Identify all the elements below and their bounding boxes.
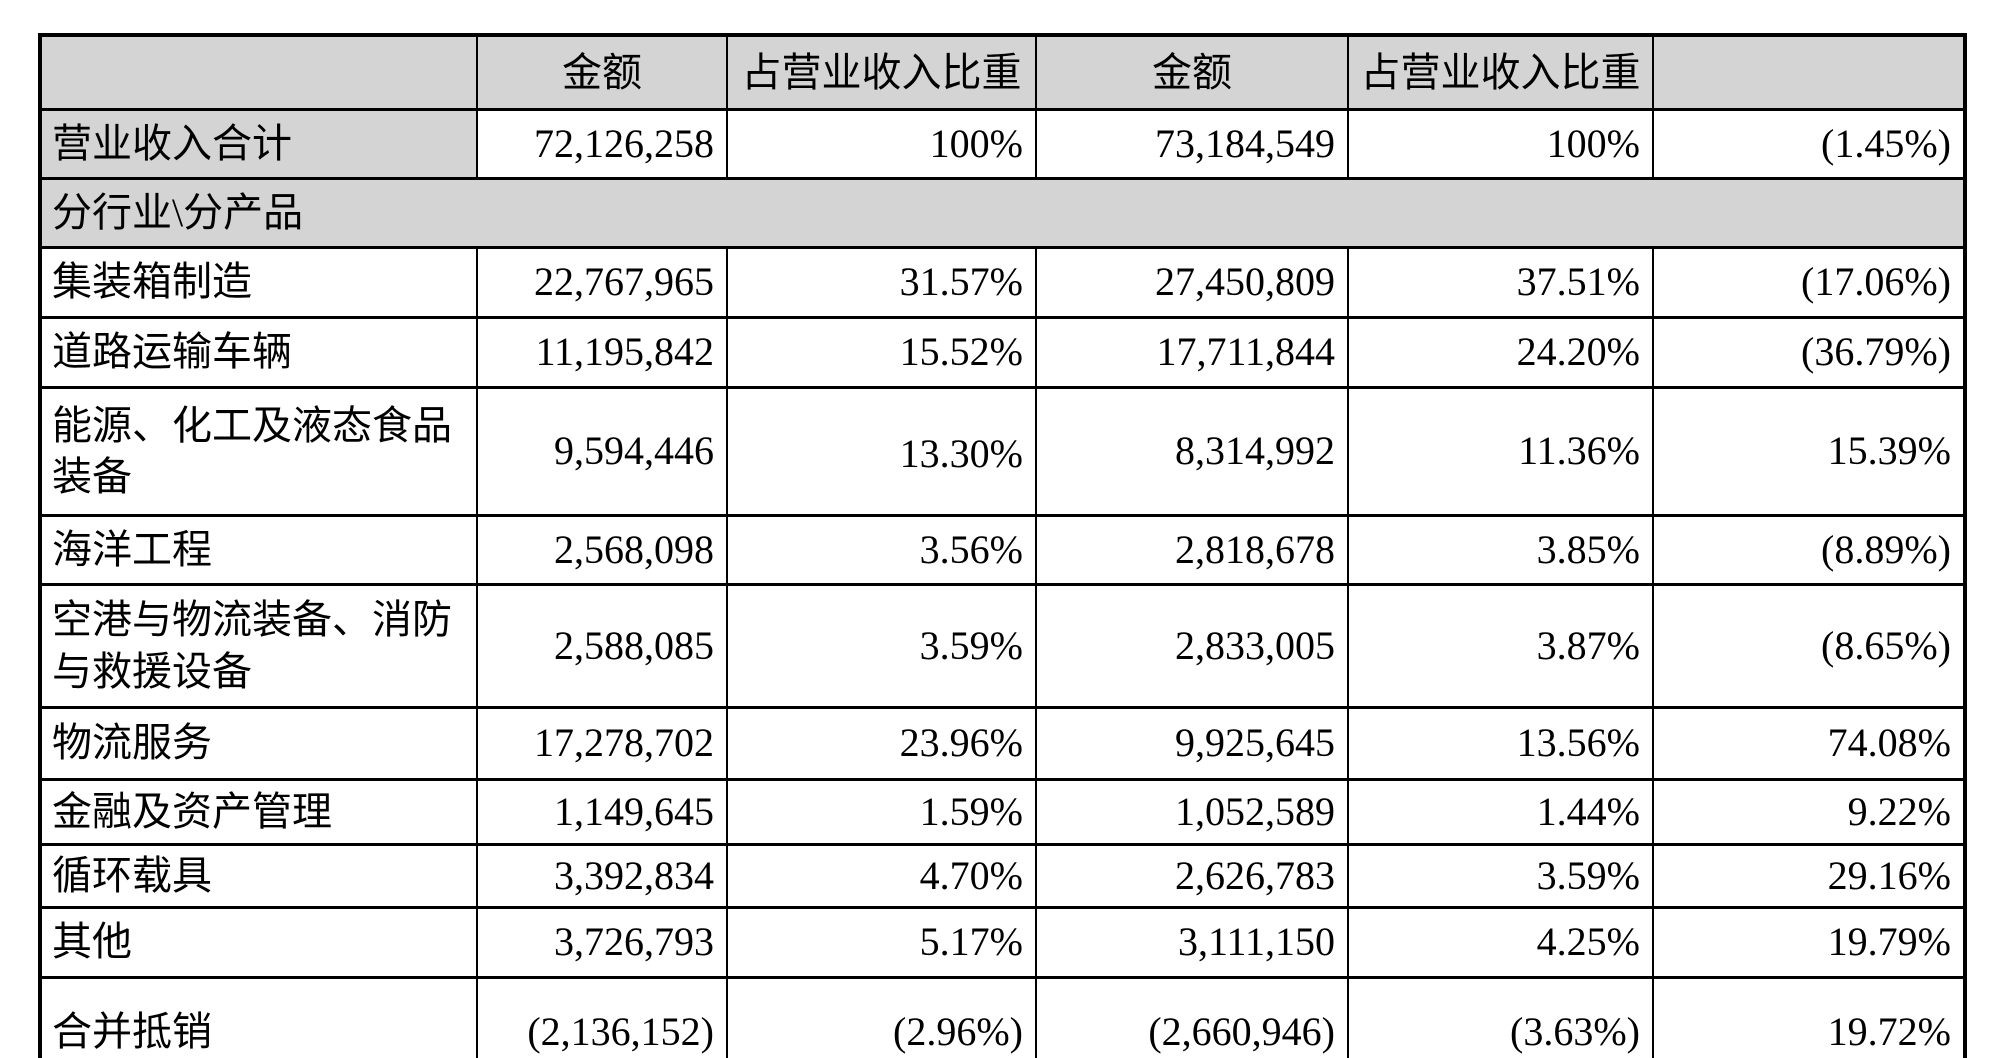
share-cell: 5.17% — [726, 905, 1037, 979]
amount-cell: 27,450,809 — [1035, 245, 1349, 319]
amount-cell: 9,925,645 — [1035, 705, 1349, 781]
total-revenue-row: 营业收入合计 72,126,258 100% 73,184,549 100% (… — [39, 107, 1966, 180]
amount-cell: 3,726,793 — [476, 905, 728, 979]
yoy-cell: (36.79%) — [1652, 315, 1966, 389]
yoy-cell: 9.22% — [1652, 777, 1966, 846]
table-row: 空港与物流装备、消防与救援设备 2,588,085 3.59% 2,833,00… — [39, 582, 1966, 709]
table-row: 其他 3,726,793 5.17% 3,111,150 4.25% 19.79… — [39, 905, 1966, 979]
row-label: 集装箱制造 — [39, 245, 478, 319]
row-label: 其他 — [39, 905, 478, 979]
share-cell: 13.56% — [1347, 705, 1654, 781]
revenue-breakdown-table: 金额 占营业收入比重 金额 占营业收入比重 营业收入合计 72,126,258 … — [38, 33, 1967, 1058]
share-cell: 23.96% — [726, 705, 1037, 781]
table-row: 道路运输车辆 11,195,842 15.52% 17,711,844 24.2… — [39, 315, 1966, 389]
share-cell: 15.52% — [726, 315, 1037, 389]
table-row: 循环载具 3,392,834 4.70% 2,626,783 3.59% 29.… — [39, 842, 1966, 909]
amount-cell: (2,660,946) — [1035, 975, 1349, 1058]
share-cell: 3.59% — [726, 582, 1037, 709]
column-header-blank-left — [39, 33, 478, 111]
table-row: 物流服务 17,278,702 23.96% 9,925,645 13.56% … — [39, 705, 1966, 781]
amount-cell: 3,111,150 — [1035, 905, 1349, 979]
amount-cell: 1,052,589 — [1035, 777, 1349, 846]
amount-cell: 8,314,992 — [1035, 385, 1349, 517]
column-header-share-1: 占营业收入比重 — [726, 33, 1037, 111]
row-label: 营业收入合计 — [39, 107, 478, 180]
table-row: 集装箱制造 22,767,965 31.57% 27,450,809 37.51… — [39, 245, 1966, 319]
table-header-row: 金额 占营业收入比重 金额 占营业收入比重 — [39, 33, 1966, 111]
amount-cell: 17,711,844 — [1035, 315, 1349, 389]
share-cell: 3.56% — [726, 513, 1037, 586]
amount-cell: 2,588,085 — [476, 582, 728, 709]
column-header-amount-1: 金额 — [476, 33, 728, 111]
share-cell: 4.25% — [1347, 905, 1654, 979]
yoy-cell: 15.39% — [1652, 385, 1966, 517]
row-label: 金融及资产管理 — [39, 777, 478, 846]
share-cell: (3.63%) — [1347, 975, 1654, 1058]
amount-cell: 72,126,258 — [476, 107, 728, 180]
share-cell: 31.57% — [726, 245, 1037, 319]
section-header-row: 分行业\分产品 — [39, 176, 1966, 249]
amount-cell: 11,195,842 — [476, 315, 728, 389]
amount-cell: (2,136,152) — [476, 975, 728, 1058]
section-label: 分行业\分产品 — [39, 176, 1966, 249]
yoy-cell: (8.65%) — [1652, 582, 1966, 709]
amount-cell: 2,568,098 — [476, 513, 728, 586]
share-cell: 1.44% — [1347, 777, 1654, 846]
share-cell: 3.59% — [1347, 842, 1654, 909]
amount-cell: 1,149,645 — [476, 777, 728, 846]
row-label: 循环载具 — [39, 842, 478, 909]
amount-cell: 9,594,446 — [476, 385, 728, 517]
row-label: 能源、化工及液态食品装备 — [39, 385, 478, 517]
table-row: 能源、化工及液态食品装备 9,594,446 13.30% 8,314,992 … — [39, 385, 1966, 517]
yoy-cell: 19.79% — [1652, 905, 1966, 979]
amount-cell: 2,818,678 — [1035, 513, 1349, 586]
row-label: 合并抵销 — [39, 975, 478, 1058]
yoy-cell: (8.89%) — [1652, 513, 1966, 586]
amount-cell: 73,184,549 — [1035, 107, 1349, 180]
share-cell: 3.85% — [1347, 513, 1654, 586]
share-cell: 13.30% — [726, 385, 1037, 517]
yoy-cell: 29.16% — [1652, 842, 1966, 909]
table-row: 金融及资产管理 1,149,645 1.59% 1,052,589 1.44% … — [39, 777, 1966, 846]
table-row: 合并抵销 (2,136,152) (2.96%) (2,660,946) (3.… — [39, 975, 1966, 1058]
column-header-blank-right — [1652, 33, 1966, 111]
amount-cell: 22,767,965 — [476, 245, 728, 319]
share-cell: 24.20% — [1347, 315, 1654, 389]
amount-cell: 2,626,783 — [1035, 842, 1349, 909]
yoy-cell: 74.08% — [1652, 705, 1966, 781]
share-cell: 3.87% — [1347, 582, 1654, 709]
yoy-cell: 19.72% — [1652, 975, 1966, 1058]
column-header-share-2: 占营业收入比重 — [1347, 33, 1654, 111]
amount-cell: 2,833,005 — [1035, 582, 1349, 709]
share-cell: 100% — [726, 107, 1037, 180]
share-cell: 11.36% — [1347, 385, 1654, 517]
yoy-cell: (17.06%) — [1652, 245, 1966, 319]
amount-cell: 3,392,834 — [476, 842, 728, 909]
share-cell: 100% — [1347, 107, 1654, 180]
share-cell: 1.59% — [726, 777, 1037, 846]
row-label: 海洋工程 — [39, 513, 478, 586]
row-label: 道路运输车辆 — [39, 315, 478, 389]
share-cell: (2.96%) — [726, 975, 1037, 1058]
table-row: 海洋工程 2,568,098 3.56% 2,818,678 3.85% (8.… — [39, 513, 1966, 586]
share-cell: 37.51% — [1347, 245, 1654, 319]
column-header-amount-2: 金额 — [1035, 33, 1349, 111]
yoy-cell: (1.45%) — [1652, 107, 1966, 180]
row-label: 空港与物流装备、消防与救援设备 — [39, 582, 478, 709]
share-cell: 4.70% — [726, 842, 1037, 909]
row-label: 物流服务 — [39, 705, 478, 781]
amount-cell: 17,278,702 — [476, 705, 728, 781]
